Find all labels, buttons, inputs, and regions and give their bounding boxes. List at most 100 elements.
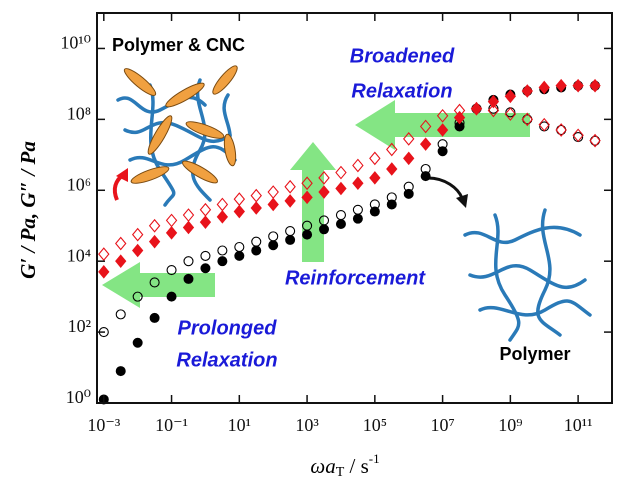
data-point (471, 103, 481, 115)
data-point (590, 80, 600, 92)
x-axis-label: ωaT / s-1 (310, 451, 379, 480)
data-point (167, 292, 176, 301)
x-tick-label: 10¹¹ (564, 415, 593, 435)
arrow (290, 142, 336, 262)
data-point (150, 313, 159, 322)
y-tick-label: 10¹⁰ (60, 33, 91, 53)
data-point (370, 207, 379, 216)
data-point (252, 246, 261, 255)
data-point (116, 255, 126, 267)
data-point (591, 136, 600, 145)
data-point (235, 243, 244, 252)
x-axis-label-unit: / s (344, 454, 369, 478)
arrow (428, 178, 462, 198)
x-tick-label: 10⁷ (430, 415, 454, 435)
data-point (285, 181, 295, 193)
annotation: Relaxation (351, 80, 452, 102)
arrow (456, 194, 468, 208)
y-tick-label: 10² (68, 316, 91, 336)
x-tick-label: 10⁵ (363, 415, 387, 435)
data-point (336, 183, 346, 195)
data-point (217, 211, 227, 223)
data-point (167, 227, 177, 239)
data-point (404, 152, 414, 164)
data-point (269, 232, 278, 241)
data-point (167, 214, 177, 226)
data-point (252, 237, 261, 246)
data-point (285, 195, 295, 207)
data-point (218, 257, 227, 266)
data-point (150, 220, 160, 232)
data-point (184, 257, 193, 266)
data-point (320, 225, 329, 234)
data-point (268, 198, 278, 210)
annotation: Prolonged (178, 317, 278, 339)
data-point (183, 209, 193, 221)
data-point (200, 204, 210, 216)
data-point (387, 200, 396, 209)
data-point (387, 163, 397, 175)
data-point (336, 167, 346, 179)
data-point (336, 211, 345, 220)
data-point (370, 172, 380, 184)
annotation: Polymer (499, 344, 570, 364)
data-point (286, 235, 295, 244)
data-point (268, 186, 278, 198)
y-tick-label: 10⁰ (66, 387, 91, 407)
data-point (217, 198, 227, 210)
data-point (336, 219, 345, 228)
cartoon-composite (118, 63, 240, 205)
y-tick-label: 10⁶ (67, 174, 91, 194)
data-point (269, 241, 278, 250)
data-point (99, 248, 109, 260)
x-tick-label: 10⁹ (498, 415, 522, 435)
y-tick-label: 10⁴ (67, 245, 91, 265)
data-point (353, 159, 363, 171)
data-point (251, 190, 261, 202)
data-point (235, 251, 244, 260)
data-point (201, 264, 210, 273)
y-axis-label: G′ / Pa, G″ / Pa (16, 141, 40, 279)
annotation: Broadened (350, 45, 455, 67)
chart: Polymer & CNC Broadened Relaxation Reinf… (0, 0, 621, 484)
data-point (116, 237, 126, 249)
annotation: Relaxation (176, 349, 277, 371)
annotation: Polymer & CNC (112, 35, 245, 55)
data-point (99, 266, 109, 278)
data-point (251, 202, 261, 214)
data-point (133, 229, 143, 241)
data-point (150, 236, 160, 248)
data-point (404, 189, 413, 198)
data-point (133, 245, 143, 257)
x-tick-label: 10⁻³ (87, 415, 121, 435)
x-tick-label: 10³ (295, 415, 319, 435)
data-point (303, 230, 312, 239)
data-point (116, 310, 125, 319)
data-point (438, 147, 447, 156)
data-point (573, 80, 583, 92)
data-point (353, 177, 363, 189)
data-point (421, 138, 431, 150)
cartoon-polymer (465, 210, 590, 340)
data-point (353, 214, 362, 223)
data-point (183, 222, 193, 234)
data-point (522, 85, 532, 97)
data-point (201, 251, 210, 260)
annotation: Reinforcement (285, 267, 426, 289)
data-point (200, 216, 210, 228)
data-point (286, 227, 295, 236)
data-point (353, 205, 362, 214)
x-axis-label-sup: -1 (369, 451, 380, 466)
x-axis-label: ωa (310, 454, 335, 478)
data-point (370, 152, 380, 164)
data-point (184, 274, 193, 283)
data-point (557, 126, 566, 135)
data-point (133, 338, 142, 347)
y-tick-label: 10⁸ (67, 103, 91, 123)
data-point (234, 193, 244, 205)
x-tick-label: 10⁻¹ (155, 415, 188, 435)
data-point (218, 246, 227, 255)
data-point (421, 172, 430, 181)
x-tick-label: 10¹ (228, 415, 251, 435)
data-point (116, 367, 125, 376)
